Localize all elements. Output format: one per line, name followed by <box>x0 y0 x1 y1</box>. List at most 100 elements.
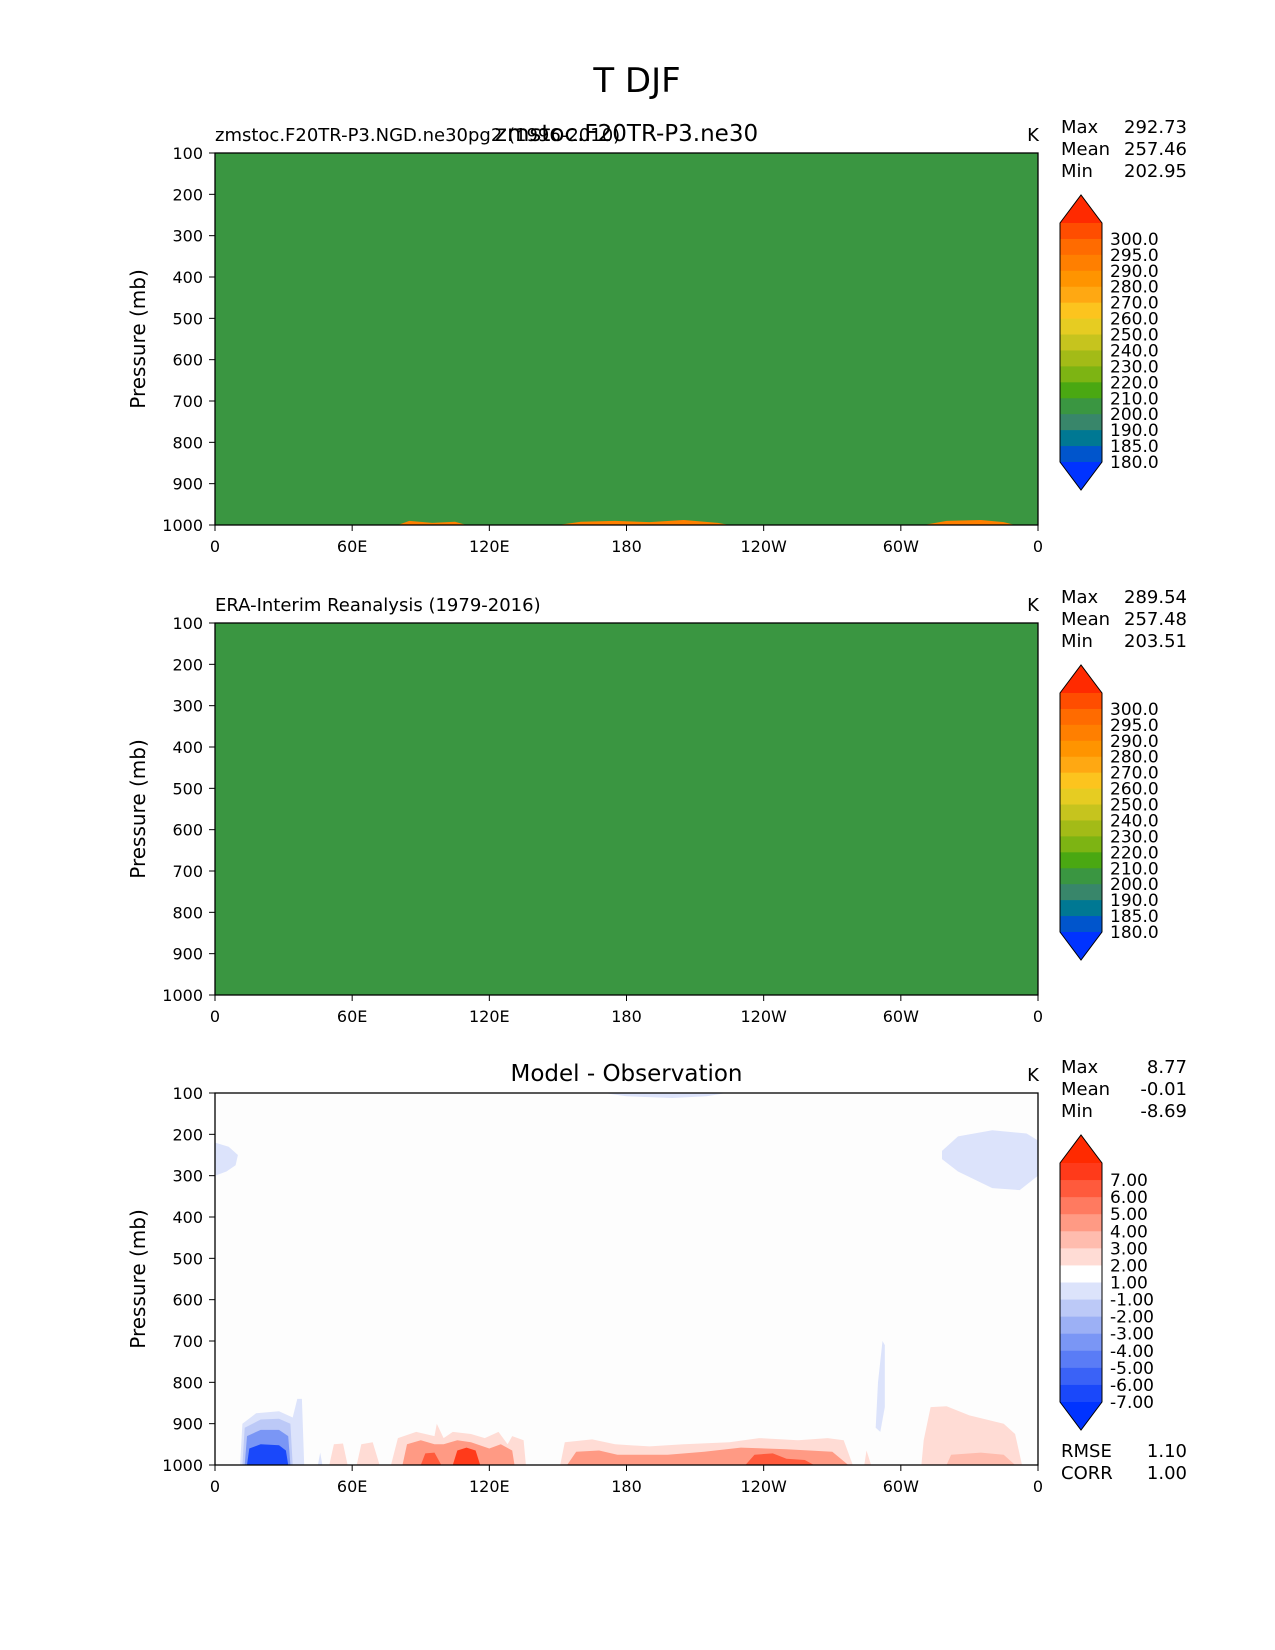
contour-patch <box>247 1444 289 1465</box>
x-tick-label: 0 <box>1033 537 1043 556</box>
y-tick-label: 700 <box>172 1332 203 1351</box>
contour-patch <box>397 520 467 525</box>
plot-background <box>215 1093 1038 1465</box>
panel-difference: 100 200 300 400 500 600 700 800 900 1000 0 60E 120E 1… <box>126 1057 1187 1496</box>
colorbar-label: 210.0 <box>1110 389 1159 409</box>
stat-min-label: Min <box>1061 1101 1093 1122</box>
colorbar-segment <box>1060 430 1102 447</box>
y-tick-label: 500 <box>172 1249 203 1268</box>
stat-corr-label: CORR <box>1061 1463 1113 1484</box>
colorbar-label: -3.00 <box>1110 1325 1154 1345</box>
stat-mean-value: 257.48 <box>1124 609 1187 630</box>
stat-mean-value: -0.01 <box>1140 1079 1187 1100</box>
y-tick-label: 300 <box>172 697 203 716</box>
colorbar-label: 260.0 <box>1110 780 1159 800</box>
stat-rmse-label: RMSE <box>1061 1441 1112 1462</box>
stat-min-label: Min <box>1061 161 1093 182</box>
x-tick-label: 60E <box>337 1477 367 1496</box>
stat-rmse-value: 1.10 <box>1147 1441 1187 1462</box>
contour-patch <box>875 1341 885 1432</box>
stat-min-label: Min <box>1061 631 1093 652</box>
contour-patch <box>921 1406 1022 1465</box>
colorbar-segment <box>1060 1265 1102 1283</box>
colorbar-label: 4.00 <box>1110 1222 1148 1242</box>
colorbar-segment <box>1060 382 1102 399</box>
colorbar-label: -7.00 <box>1110 1393 1154 1413</box>
y-tick-label: 700 <box>172 392 203 411</box>
x-tick-label: 180 <box>611 1007 642 1026</box>
colorbar-label: 230.0 <box>1110 827 1159 847</box>
colorbar-segment <box>1060 1367 1102 1386</box>
colorbar-segment <box>1060 852 1102 869</box>
colorbar-segment <box>1060 788 1102 806</box>
colorbar-label: -4.00 <box>1110 1342 1154 1362</box>
colorbar-segment <box>1060 836 1102 853</box>
contour-patch <box>215 1142 238 1176</box>
x-tick-label: 0 <box>210 1007 220 1026</box>
colorbar-extend-max <box>1060 195 1102 223</box>
colorbar-segment <box>1060 366 1102 383</box>
colorbar-segment <box>1060 1299 1102 1318</box>
colorbar-segment <box>1060 270 1102 288</box>
stat-mean-label: Mean <box>1061 609 1110 630</box>
x-tick-label: 60W <box>883 1007 919 1026</box>
contour-patch <box>864 1450 872 1465</box>
y-tick-label: 400 <box>172 1208 203 1227</box>
x-tick-label: 120E <box>469 1477 510 1496</box>
colorbar-label: 240.0 <box>1110 811 1159 831</box>
colorbar-extend-min <box>1060 1402 1102 1430</box>
colorbar-segment <box>1060 900 1102 917</box>
colorbar-segment <box>1060 1197 1102 1215</box>
units-label: K <box>1027 125 1040 146</box>
colorbar-label: 280.0 <box>1110 748 1159 768</box>
y-tick-label: 1000 <box>162 516 203 535</box>
y-tick-label: 1000 <box>162 1456 203 1475</box>
stat-mean-value: 257.46 <box>1124 139 1187 160</box>
y-tick-label: 100 <box>172 1084 203 1103</box>
colorbar-segment <box>1060 693 1102 710</box>
y-tick-label: 100 <box>172 614 203 633</box>
colorbar-label: 2.00 <box>1110 1256 1148 1276</box>
x-tick-label: 180 <box>611 537 642 556</box>
x-tick-label: 60E <box>337 537 367 556</box>
stat-min-value: 202.95 <box>1124 161 1187 182</box>
colorbar-label: -2.00 <box>1110 1308 1154 1328</box>
colorbar-label: 300.0 <box>1110 700 1159 720</box>
colorbar-segment <box>1060 884 1102 901</box>
stat-min-value: 203.51 <box>1124 631 1187 652</box>
x-tick-label: 0 <box>210 537 220 556</box>
colorbar-label: 290.0 <box>1110 732 1159 752</box>
x-tick-label: 60W <box>883 537 919 556</box>
colorbar-segment <box>1060 804 1102 821</box>
y-tick-label: 100 <box>172 144 203 163</box>
colorbar-segment <box>1060 772 1102 790</box>
x-tick-label: 0 <box>1033 1477 1043 1496</box>
colorbar-segment <box>1060 820 1102 837</box>
y-tick-label: 900 <box>172 475 203 494</box>
colorbar-label: 3.00 <box>1110 1239 1148 1259</box>
colorbar-segment <box>1060 334 1102 351</box>
y-tick-label: 200 <box>172 655 203 674</box>
panel-title-left: ERA-Interim Reanalysis (1979-2016) <box>215 595 541 616</box>
colorbar-outline <box>1059 194 1103 491</box>
colorbar-segment <box>1060 756 1102 774</box>
stat-mean-label: Mean <box>1061 1079 1110 1100</box>
colorbar: 300.0295.0290.0280.0270.0260.0250.0240.0… <box>1059 194 1159 491</box>
colorbar-segment <box>1060 302 1102 320</box>
contour-patch <box>923 520 1016 525</box>
colorbar-segment <box>1060 1282 1102 1301</box>
colorbar-label: 1.00 <box>1110 1274 1148 1294</box>
colorbar-label: 200.0 <box>1110 875 1159 895</box>
x-tick-label: 120W <box>740 1477 787 1496</box>
colorbar-label: 300.0 <box>1110 230 1159 250</box>
colorbar-segment <box>1060 446 1102 463</box>
colorbar-extend-max <box>1060 665 1102 693</box>
y-tick-label: 800 <box>172 433 203 452</box>
colorbar-segment <box>1060 1384 1102 1403</box>
stat-max-label: Max <box>1061 117 1099 138</box>
panel-test: 100 200 300 400 500 600 700 800 900 1000 0 60E 120E 1… <box>126 117 1187 556</box>
contour-patch <box>452 1447 481 1465</box>
stat-max-value: 8.77 <box>1147 1057 1187 1078</box>
y-tick-label: 200 <box>172 185 203 204</box>
colorbar-label: 220.0 <box>1110 843 1159 863</box>
